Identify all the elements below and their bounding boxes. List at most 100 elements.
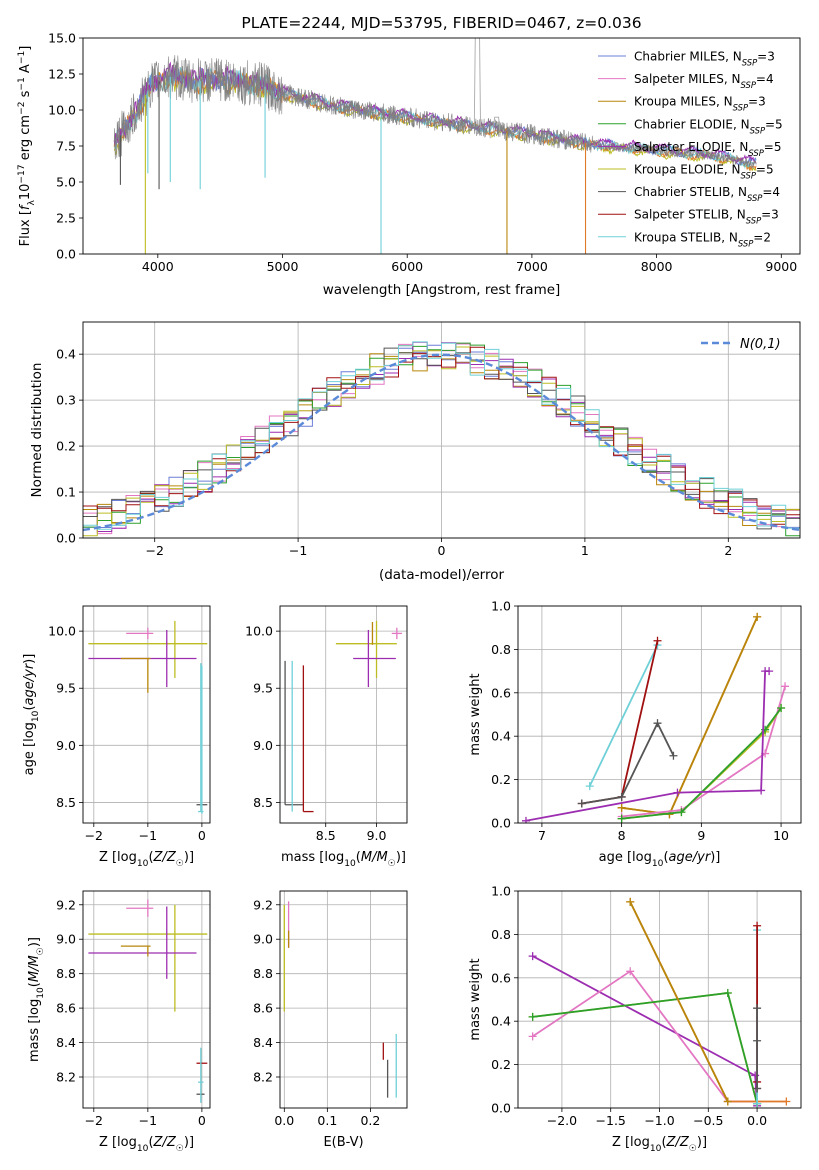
marker-chabrier_elodie <box>617 814 626 823</box>
age_vs_mass-plot-area <box>284 620 402 813</box>
x-tick-label: 6000 <box>391 259 423 274</box>
x-tick-label: −1.5 <box>596 1113 626 1128</box>
x-tick-label: 9 <box>697 828 705 843</box>
marker-chabrier_elodie <box>528 1012 537 1021</box>
marker-salpeter_stelib <box>753 921 762 930</box>
y-tick-label: 8.6 <box>253 1001 273 1016</box>
massweight_vs_z-plot-area <box>528 897 791 1108</box>
age_vs_mass-xlabel: mass [log10(M/M☉)] <box>281 850 406 869</box>
legend-label-gaussian: N(0,1) <box>740 337 781 352</box>
y-tick-label: 0.2 <box>56 439 76 454</box>
massweight_vs_age-ylabel: mass weight <box>468 673 483 755</box>
spectrum-title: PLATE=2244, MJD=53795, FIBERID=0467, z=0… <box>241 14 641 32</box>
x-tick-label: 8 <box>618 828 626 843</box>
residual-xlabel: (data-model)/error <box>379 567 505 583</box>
y-tick-label: 0.0 <box>491 816 511 831</box>
legend-label-kroupa_miles: Kroupa MILES, NSSP=3 <box>634 95 766 113</box>
y-tick-label: 9.5 <box>56 681 76 696</box>
y-tick-label: 9.2 <box>253 897 273 912</box>
y-tick-label: 0.8 <box>491 927 511 942</box>
legend-label-salpeter_stelib: Salpeter STELIB, NSSP=3 <box>634 208 779 226</box>
spectrum-ylabel: Flux [fλ10−17 erg cm−2 s−1 A−1] <box>17 46 37 247</box>
x-tick-label: 0 <box>198 828 206 843</box>
line-kroupa_elodie <box>532 992 758 1104</box>
x-tick-label: 9.0 <box>367 828 387 843</box>
marker-salpeter_miles <box>528 1032 537 1041</box>
x-tick-label: −1 <box>289 543 307 558</box>
marker-salpeter_elodie <box>528 952 537 961</box>
age_vs_z-panel: −2 −1 0 8.5 9.0 9.5 10.0 Z [log10(Z/Z☉)] age [lo… <box>22 605 211 869</box>
legend-label-kroupa_stelib: Kroupa STELIB, NSSP=2 <box>634 230 771 248</box>
y-tick-label: 0.3 <box>56 393 76 408</box>
x-tick-label: 0 <box>198 1113 206 1128</box>
mass_vs_z-panel: −2 −1 0 8.2 8.4 8.6 8.8 9.0 9.2 Z [log10(Z/Z☉)] ma… <box>27 890 211 1154</box>
marker-chabrier_stelib <box>653 719 662 728</box>
line-kroupa_stelib <box>588 644 659 787</box>
emission-line <box>493 116 501 131</box>
legend-label-salpeter_miles: Salpeter MILES, NSSP=4 <box>634 72 774 90</box>
y-tick-label: 0.4 <box>56 347 76 362</box>
line-chabrier_elodie <box>532 992 758 1104</box>
gaussian-curve <box>83 353 800 532</box>
age_vs_z-xlabel: Z [log10(Z/Z☉)] <box>99 850 194 869</box>
y-tick-label: 0.0 <box>56 531 76 546</box>
x-tick-label: 2 <box>724 543 732 558</box>
emission-line <box>473 38 481 128</box>
marker-salpeter_miles <box>626 967 635 976</box>
x-tick-label: 0.2 <box>360 1113 380 1128</box>
marker-salpeter_elodie <box>765 667 774 676</box>
mass_vs_z-grid <box>83 891 210 1108</box>
x-tick-label: 5000 <box>267 259 299 274</box>
marker-salpeter_stelib <box>653 636 662 645</box>
histogram-salpeter_stelib <box>83 346 800 525</box>
y-tick-label: 0.1 <box>56 485 76 500</box>
x-tick-label: −1 <box>139 828 157 843</box>
marker-salpeter_elodie <box>521 816 530 823</box>
residual-ylabel: Normed distribution <box>29 363 45 498</box>
y-tick-label: 8.8 <box>56 966 76 981</box>
y-tick-label: 15.0 <box>48 31 76 46</box>
mass_vs_ebv-frame <box>279 890 408 1109</box>
marker-chabrier_elodie <box>777 703 786 712</box>
marker-kroupa_stelib <box>585 782 594 791</box>
y-tick-label: 10.0 <box>245 624 273 639</box>
x-tick-label: 8000 <box>641 259 673 274</box>
legend-label-salpeter_elodie: Salpeter ELODIE, NSSP=5 <box>634 140 782 158</box>
y-tick-label: 10.0 <box>48 624 76 639</box>
y-tick-label: 0.8 <box>491 642 511 657</box>
age_vs_mass-grid <box>280 606 407 823</box>
line-salpeter_miles <box>532 970 758 1103</box>
y-tick-label: 8.5 <box>56 795 76 810</box>
massweight_vs_z-frame <box>517 890 802 1109</box>
y-tick-label: 8.4 <box>253 1035 273 1050</box>
legend-label-kroupa_elodie: Kroupa ELODIE, NSSP=5 <box>634 163 774 181</box>
y-tick-label: 0.2 <box>491 1057 511 1072</box>
y-tick-label: 1.0 <box>491 884 511 899</box>
y-tick-label: 1.0 <box>491 599 511 614</box>
age_vs_mass-frame <box>279 605 408 824</box>
marker-chabrier_stelib <box>617 792 626 801</box>
massweight_vs_age-panel: 7 8 9 10 0.0 0.2 0.4 0.6 0.8 1.0 age [log10(age/yr… <box>468 599 802 869</box>
y-tick-label: 0.0 <box>56 247 76 262</box>
y-tick-label: 0.6 <box>491 685 511 700</box>
mass_vs_z-xlabel: Z [log10(Z/Z☉)] <box>99 1135 194 1154</box>
age_vs_z-ylabel: age [log10(age/yr)] <box>22 654 41 776</box>
residual_hist-panel: −2 −1 0 1 2 0.0 0.1 0.2 0.3 0.4 (data-model)/error… <box>29 321 801 583</box>
histogram-kroupa_stelib <box>83 341 800 530</box>
mass_vs_z-ylabel: mass [log10(M/M☉)] <box>27 937 46 1062</box>
marker-chabrier_stelib <box>753 1036 762 1045</box>
massweight_vs_age-frame <box>517 605 802 824</box>
y-tick-label: 0.6 <box>491 970 511 985</box>
y-tick-label: 8.6 <box>56 1001 76 1016</box>
line-chabrier_stelib <box>581 721 675 805</box>
y-tick-label: 0.4 <box>491 1014 511 1029</box>
residual_hist-plot-area <box>83 341 800 537</box>
y-tick-label: 12.5 <box>48 67 76 82</box>
y-tick-label: 7.5 <box>56 139 76 154</box>
line-salpeter_elodie <box>525 670 770 822</box>
y-tick-label: 9.0 <box>253 932 273 947</box>
x-tick-label: 0.0 <box>274 1113 294 1128</box>
age_vs_z-plot-area <box>88 620 208 814</box>
x-tick-label: 1 <box>581 543 589 558</box>
